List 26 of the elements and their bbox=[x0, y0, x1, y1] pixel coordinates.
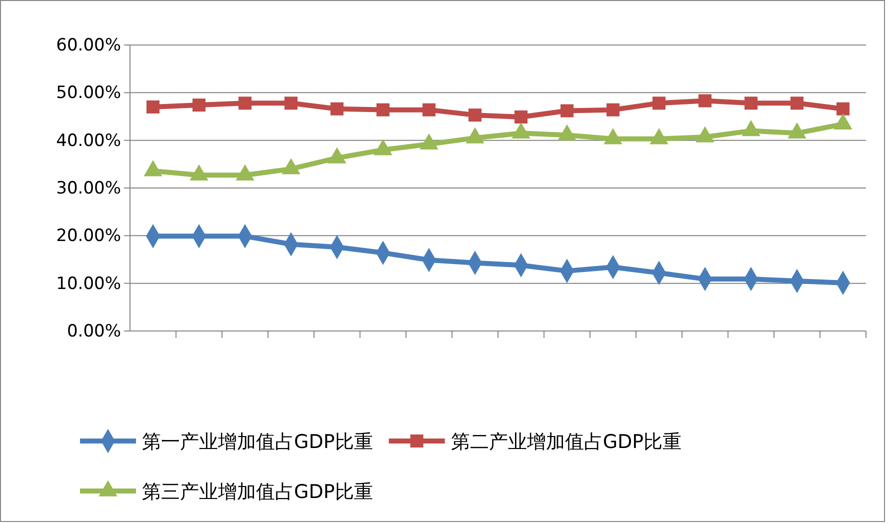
point bbox=[836, 102, 850, 116]
point bbox=[284, 96, 298, 110]
point bbox=[744, 96, 758, 110]
legend-label: 第三产业增加值占GDP比重 bbox=[142, 481, 373, 503]
point bbox=[698, 94, 712, 108]
point bbox=[514, 110, 528, 124]
point bbox=[146, 100, 160, 114]
y-tick-label: 50.00% bbox=[56, 83, 121, 104]
point bbox=[606, 103, 620, 116]
point bbox=[790, 96, 804, 110]
point bbox=[330, 102, 344, 116]
y-tick-label: 0.00% bbox=[66, 321, 121, 342]
legend-label: 第二产业增加值占GDP比重 bbox=[450, 431, 682, 453]
point bbox=[192, 98, 206, 112]
point bbox=[468, 108, 482, 122]
y-tick-label: 30.00% bbox=[56, 178, 121, 198]
point bbox=[238, 96, 252, 110]
point bbox=[560, 104, 574, 118]
legend-label: 第一产业增加值占GDP比重 bbox=[142, 431, 373, 453]
y-tick-label: 60.00% bbox=[56, 35, 121, 56]
y-tick-label: 20.00% bbox=[56, 226, 121, 246]
point bbox=[422, 103, 436, 116]
y-tick-label: 40.00% bbox=[56, 130, 121, 151]
point bbox=[376, 103, 390, 116]
point bbox=[652, 96, 666, 110]
y-tick-label: 10.00% bbox=[56, 274, 121, 294]
